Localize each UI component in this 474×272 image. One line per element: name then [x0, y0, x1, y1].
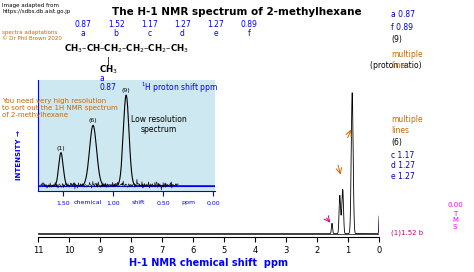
- Text: lines: lines: [391, 126, 409, 135]
- Text: 0.87: 0.87: [100, 83, 117, 92]
- Text: INTENSITY →: INTENSITY →: [16, 130, 22, 180]
- Text: CH$_3$: CH$_3$: [99, 63, 118, 76]
- Text: Image adapted from
https://sdbs.db.aist.go.jp: Image adapted from https://sdbs.db.aist.…: [2, 3, 71, 14]
- Text: multiple: multiple: [391, 50, 423, 59]
- Text: e 1.27: e 1.27: [391, 172, 415, 181]
- Text: The H-1 NMR spectrum of 2-methylhexane: The H-1 NMR spectrum of 2-methylhexane: [112, 7, 362, 17]
- Text: 1.17: 1.17: [141, 20, 158, 29]
- Text: multiple: multiple: [391, 115, 423, 124]
- Text: (1)1.52 b: (1)1.52 b: [391, 229, 423, 236]
- Text: 0.00: 0.00: [447, 202, 463, 208]
- X-axis label: H-1 NMR chemical shift  ppm: H-1 NMR chemical shift ppm: [129, 258, 288, 268]
- Text: f: f: [247, 29, 250, 38]
- Text: 1.27: 1.27: [207, 20, 224, 29]
- Text: 1.27: 1.27: [174, 20, 191, 29]
- Text: d: d: [180, 29, 185, 38]
- Text: |: |: [107, 57, 109, 66]
- Text: c 1.17: c 1.17: [391, 150, 414, 160]
- Text: spectra adaptations
© Dr Phil Brown 2020: spectra adaptations © Dr Phil Brown 2020: [2, 30, 62, 41]
- Text: c: c: [147, 29, 151, 38]
- Text: M: M: [452, 217, 458, 223]
- Text: (6): (6): [391, 138, 402, 147]
- Text: (proton ratio): (proton ratio): [370, 61, 421, 70]
- Text: f 0.89: f 0.89: [391, 23, 413, 32]
- Text: b: b: [114, 29, 118, 38]
- Text: 0.87: 0.87: [74, 20, 91, 29]
- Text: 1.52: 1.52: [108, 20, 125, 29]
- Text: (9): (9): [391, 35, 402, 44]
- Text: lines: lines: [391, 61, 409, 70]
- Text: You need very high resolution
to sort out the 1H NMR spectrum
of 2-methylhexane: You need very high resolution to sort ou…: [2, 98, 118, 118]
- Text: $^1$H proton shift ppm: $^1$H proton shift ppm: [141, 81, 218, 95]
- Text: a: a: [81, 29, 85, 38]
- Text: a: a: [100, 74, 104, 84]
- Text: a 0.87: a 0.87: [391, 10, 415, 20]
- Text: 0.89: 0.89: [240, 20, 257, 29]
- Text: S: S: [453, 224, 457, 230]
- Text: e: e: [213, 29, 218, 38]
- Text: CH$_3$–CH–CH$_2$–CH$_2$–CH$_2$–CH$_3$: CH$_3$–CH–CH$_2$–CH$_2$–CH$_2$–CH$_3$: [64, 43, 189, 55]
- Text: T: T: [453, 211, 457, 217]
- Text: d 1.27: d 1.27: [391, 161, 415, 171]
